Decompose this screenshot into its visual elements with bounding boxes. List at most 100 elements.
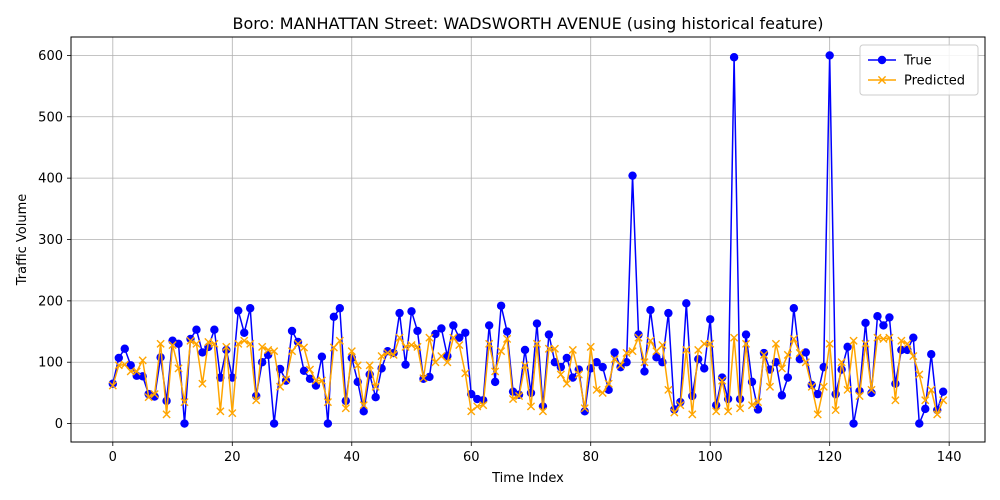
- true-point: [293, 337, 303, 347]
- predicted-point: [299, 343, 309, 352]
- predicted-point: [174, 364, 183, 373]
- predicted-point: [168, 340, 177, 350]
- true-point: [873, 312, 882, 321]
- predicted-point: [550, 344, 559, 353]
- true-point: [897, 345, 906, 355]
- predicted-point: [323, 398, 332, 407]
- true-point: [652, 353, 661, 362]
- predicted-point: [192, 339, 201, 348]
- predicted-point: [329, 343, 338, 352]
- y-tick-label: 200: [38, 294, 63, 309]
- x-tick-label: 20: [224, 450, 241, 465]
- predicted-point: [538, 407, 548, 416]
- predicted-point: [724, 407, 733, 416]
- predicted-point: [712, 407, 721, 416]
- true-point: [938, 387, 948, 396]
- legend-item-true: True: [868, 54, 932, 69]
- predicted-point: [921, 396, 930, 405]
- true-point: [502, 327, 512, 336]
- predicted-point: [240, 336, 249, 345]
- true-point: [568, 373, 578, 382]
- true-point: [580, 407, 589, 416]
- true-point: [114, 353, 123, 363]
- predicted-point: [461, 369, 470, 378]
- predicted-point: [598, 388, 607, 398]
- predicted-point: [694, 345, 703, 355]
- predicted-point: [228, 409, 237, 418]
- predicted-point: [443, 358, 452, 367]
- true-point: [801, 348, 810, 357]
- predicted-point: [652, 347, 661, 356]
- predicted-point: [162, 410, 171, 419]
- predicted-point: [532, 339, 542, 348]
- x-tick-label: 60: [463, 450, 480, 465]
- predicted-point: [897, 336, 906, 345]
- true-point: [240, 328, 249, 337]
- predicted-point: [204, 337, 213, 347]
- predicted-point: [939, 396, 948, 405]
- predicted-point: [455, 340, 464, 350]
- y-tick-label: 100: [38, 356, 63, 371]
- predicted-point: [514, 391, 524, 401]
- y-tick-label: 500: [38, 110, 63, 125]
- predicted-point: [246, 339, 255, 348]
- x-tick-label: 80: [582, 450, 599, 465]
- predicted-point: [156, 339, 165, 348]
- true-point: [156, 353, 165, 362]
- x-tick-label: 0: [109, 450, 117, 465]
- true-point: [927, 350, 936, 359]
- predicted-point: [526, 402, 536, 411]
- legend: True Predicted: [859, 44, 979, 96]
- predicted-point: [915, 370, 924, 379]
- true-point: [162, 396, 171, 406]
- predicted-point: [407, 340, 416, 350]
- predicted-point: [765, 382, 775, 391]
- predicted-point: [706, 339, 715, 348]
- true-point: [484, 321, 494, 330]
- true-point: [843, 342, 852, 352]
- true-point: [759, 348, 769, 358]
- true-point: [777, 391, 787, 400]
- predicted-point: [347, 347, 356, 356]
- true-point: [849, 419, 858, 428]
- predicted-point: [108, 381, 117, 390]
- predicted-point: [933, 410, 942, 419]
- predicted-point: [491, 367, 500, 376]
- true-point: [861, 318, 870, 328]
- predicted-point: [568, 345, 577, 355]
- true-point: [287, 326, 297, 336]
- predicted-point: [264, 345, 273, 355]
- predicted-point: [616, 361, 625, 370]
- predicted-point: [479, 401, 488, 410]
- chart-title: Boro: MANHATTAN Street: WADSWORTH AVENUE…: [233, 14, 824, 33]
- predicted-point: [664, 385, 673, 394]
- true-point: [867, 388, 876, 398]
- predicted-point: [335, 336, 344, 345]
- predicted-point: [730, 333, 739, 342]
- predicted-point: [359, 401, 368, 410]
- predicted-point: [759, 350, 769, 359]
- true-point: [496, 301, 506, 310]
- y-tick-label: 600: [38, 49, 63, 64]
- predicted-point: [622, 348, 631, 358]
- predicted-point: [789, 334, 798, 344]
- predicted-point: [831, 405, 840, 415]
- predicted-point: [508, 394, 518, 404]
- legend-marker-true: [877, 55, 887, 65]
- true-point: [305, 374, 315, 383]
- y-tick-label: 0: [55, 417, 63, 432]
- true-point: [425, 372, 434, 382]
- true-point: [329, 312, 339, 322]
- predicted-point: [753, 398, 763, 407]
- true-point: [395, 308, 404, 318]
- true-point: [174, 339, 183, 349]
- predicted-point: [234, 339, 243, 348]
- true-point: [921, 404, 930, 414]
- predicted-point: [855, 391, 864, 401]
- predicted-point: [520, 361, 530, 370]
- predicted-point: [497, 347, 506, 356]
- true-point: [126, 361, 135, 370]
- predicted-point: [825, 339, 834, 348]
- true-point: [783, 373, 793, 382]
